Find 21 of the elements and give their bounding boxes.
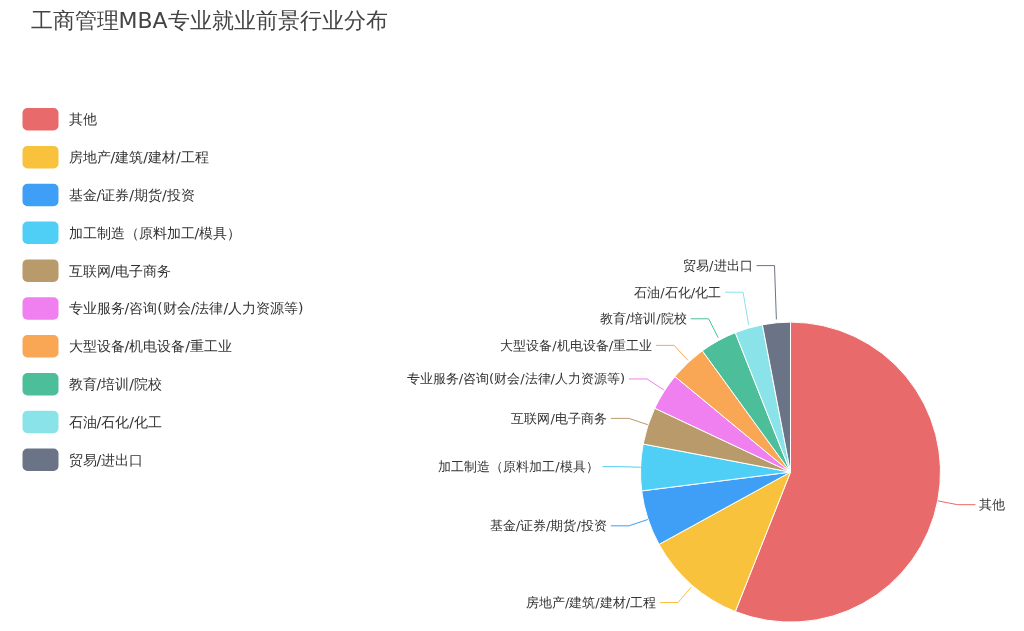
slice-label: 基金/证券/期货/投资 xyxy=(489,518,607,534)
slice-label: 专业服务/咨询(财会/法律/人力资源等) xyxy=(406,371,625,387)
legend-label: 加工制造（原料加工/模具） xyxy=(68,224,242,241)
slice-label: 互联网/电子商务 xyxy=(511,410,607,426)
slice-label: 教育/培训/院校 xyxy=(599,311,687,327)
legend-label: 教育/培训/院校 xyxy=(68,376,162,393)
slice-label: 加工制造（原料加工/模具） xyxy=(438,459,599,475)
legend-label: 其他 xyxy=(68,111,97,128)
legend-label: 房地产/建筑/建材/工程 xyxy=(68,149,209,166)
slice-label: 其他 xyxy=(979,497,1006,513)
legend-label: 贸易/进出口 xyxy=(68,451,144,468)
legend-label: 大型设备/机电设备/重工业 xyxy=(68,338,232,355)
chart-title: 工商管理MBA专业就业前景行业分布 xyxy=(30,7,388,33)
legend-label: 互联网/电子商务 xyxy=(68,262,172,279)
slice-label: 石油/石化/化工 xyxy=(634,284,722,300)
slice-label: 房地产/建筑/建材/工程 xyxy=(525,595,657,611)
legend-label: 基金/证券/期货/投资 xyxy=(68,186,195,203)
slice-label: 大型设备/机电设备/重工业 xyxy=(500,337,653,353)
legend-label: 专业服务/咨询(财会/法律/人力资源等) xyxy=(68,300,304,317)
slice-label: 贸易/进出口 xyxy=(683,258,753,274)
legend-label: 石油/石化/化工 xyxy=(68,414,162,430)
